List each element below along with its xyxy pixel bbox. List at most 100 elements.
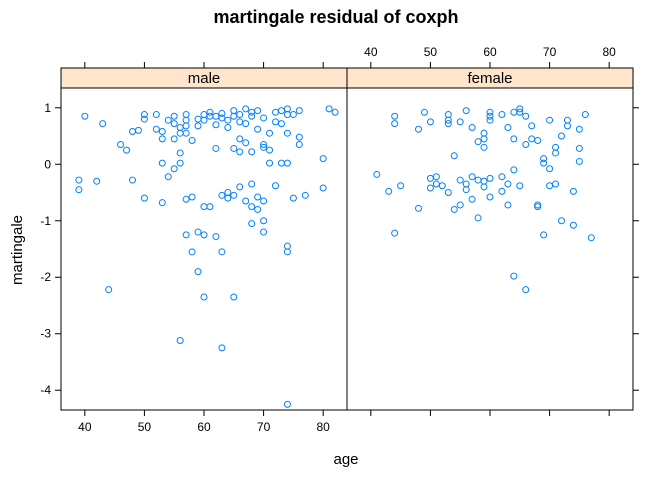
data-point [176,124,184,132]
data-point [456,176,464,184]
data-point [158,159,166,167]
data-point [260,217,268,225]
data-point [158,135,166,143]
data-point [546,165,554,173]
data-point [486,116,494,124]
data-point [480,143,488,151]
data-point [504,124,512,132]
data-point [129,176,136,184]
data-point [182,111,190,119]
data-point [248,220,256,228]
data-point [140,194,148,202]
data-point [319,184,327,192]
strip-label-female: female [467,70,512,87]
x-tick-label-top: 80 [602,45,616,59]
data-point [474,138,482,146]
data-point [486,193,494,201]
data-point [498,111,506,119]
data-point [218,248,226,256]
y-tick-label: -3 [40,327,51,341]
data-point [295,133,303,141]
strip-label-male: male [188,70,221,87]
data-point [504,180,512,188]
data-point [164,173,172,181]
data-point [534,203,542,211]
data-point [218,344,226,352]
x-tick-label-bottom: 70 [257,420,271,434]
data-point [170,112,178,120]
data-point [188,193,196,201]
data-point [158,199,166,207]
panel-female: female [346,67,634,411]
data-point [468,173,476,181]
data-point [260,197,268,205]
data-point [200,111,208,119]
data-point [516,108,524,116]
data-point [242,197,250,205]
data-point [569,221,577,229]
data-point [277,107,285,115]
data-point [254,125,262,133]
data-point [575,157,583,165]
data-point [105,286,113,294]
data-point [569,187,577,195]
data-point [397,182,405,190]
panel-frame-female [346,87,634,411]
data-point [528,122,536,130]
data-point [212,144,220,152]
data-point [522,140,530,148]
data-point [140,111,148,119]
data-point [432,173,440,181]
data-point [498,173,506,181]
data-point [283,400,291,408]
data-point [236,183,244,191]
data-point [283,242,291,250]
data-point [129,128,136,135]
data-point [552,149,560,157]
data-point [170,120,178,128]
data-point [480,183,488,191]
data-point [468,124,476,132]
data-point [200,116,208,124]
panels-group: male female [60,67,634,411]
data-point [260,228,268,236]
data-point [474,214,482,222]
data-point [426,184,434,192]
panel-frame-male [60,87,348,411]
data-point [75,176,83,184]
data-point [248,148,256,156]
data-point [224,194,232,202]
data-point [444,111,452,119]
data-point [546,116,554,124]
data-point [522,286,530,294]
data-point [295,140,303,148]
data-point [182,122,190,130]
data-point [170,165,178,173]
y-tick-label: 1 [44,101,51,115]
data-point [283,159,291,167]
data-point [283,105,291,113]
data-point [170,135,178,143]
data-point [540,231,548,239]
data-point [200,231,208,239]
data-point [200,293,208,301]
data-point [301,191,309,199]
data-point [534,137,542,145]
data-point [468,195,476,203]
data-point [528,135,536,143]
data-point [236,111,244,119]
data-point [474,176,482,184]
data-point [236,148,244,156]
data-point [420,108,428,116]
data-point [206,108,214,116]
data-point [516,105,524,113]
data-point [212,121,220,129]
data-point [510,135,518,143]
data-point [510,272,518,280]
data-point [194,228,202,236]
data-point [182,129,190,137]
data-point [575,125,583,133]
data-point [200,203,208,211]
data-point [176,159,184,167]
data-point [194,268,202,276]
